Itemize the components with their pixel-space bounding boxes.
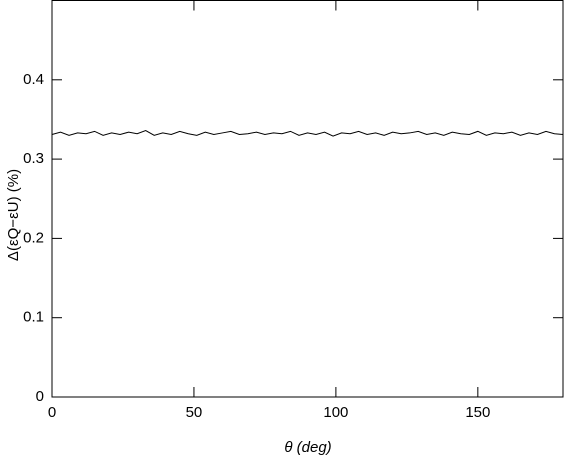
x-tick-label: 50 [186, 404, 203, 421]
x-axis-label: θ (deg) [284, 439, 331, 456]
x-tick-label: 0 [48, 404, 56, 421]
y-tick-label: 0.1 [23, 309, 44, 326]
x-tick-label: 150 [465, 404, 490, 421]
data-line [51, 130, 564, 137]
y-tick-label: 0.4 [23, 71, 44, 88]
y-tick-label: 0.2 [23, 229, 44, 246]
y-tick-label: 0.3 [23, 150, 44, 167]
y-tick-label: 0 [36, 388, 44, 405]
plot-frame [51, 0, 564, 398]
x-tick-label: 100 [323, 404, 348, 421]
y-axis-label: Δ(εQ−εU) (%) [5, 169, 22, 261]
